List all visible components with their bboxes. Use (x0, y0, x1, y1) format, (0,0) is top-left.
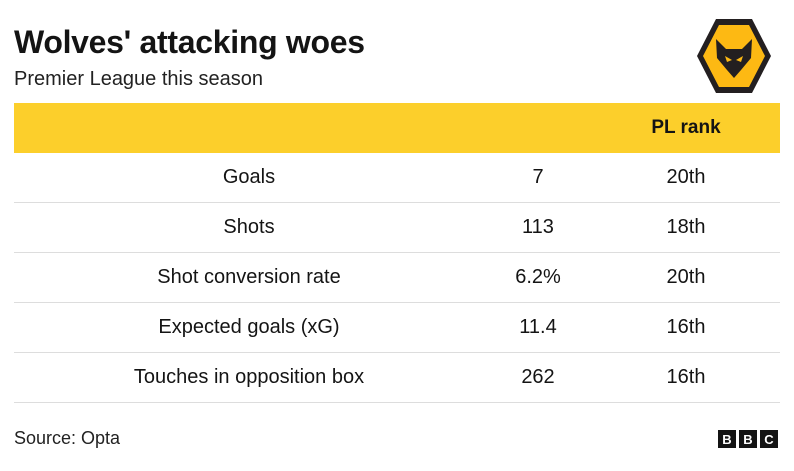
table-row: Shot conversion rate 6.2% 20th (14, 253, 780, 303)
metric-label: Touches in opposition box (133, 366, 365, 388)
metric-rank: 16th (666, 316, 706, 338)
metric-label: Goals (222, 166, 276, 188)
metric-value: 262 (521, 366, 555, 388)
metric-label: Shots (223, 216, 275, 238)
stats-table: PL rank Goals 7 20th Shots 113 18th Shot… (14, 103, 780, 403)
chart-subtitle: Premier League this season (14, 68, 264, 90)
bbc-logo-letter: C (760, 430, 778, 448)
table-row: Goals 7 20th (14, 153, 780, 203)
metric-value: 113 (522, 216, 554, 238)
source-note: Source: Opta (14, 428, 121, 448)
metric-label: Shot conversion rate (157, 266, 341, 288)
header-pl-rank: PL rank (651, 117, 721, 138)
metric-label: Expected goals (xG) (158, 316, 340, 338)
bbc-logo-letter: B (739, 430, 757, 448)
metric-value: 11.4 (519, 316, 557, 338)
metric-rank: 20th (666, 266, 706, 288)
table-row: Touches in opposition box 262 16th (14, 353, 780, 403)
metric-value: 6.2% (515, 266, 561, 288)
wolf-head-crest-icon (697, 19, 771, 93)
table-header-row: PL rank (14, 103, 780, 153)
bbc-logo: B B C (718, 430, 778, 448)
metric-rank: 20th (666, 166, 706, 188)
bbc-logo-letter: B (718, 430, 736, 448)
metric-rank: 16th (666, 366, 706, 388)
metric-value: 7 (532, 166, 544, 188)
table-row: Shots 113 18th (14, 203, 780, 253)
chart-title: Wolves' attacking woes (14, 24, 365, 60)
table-row: Expected goals (xG) 11.4 16th (14, 303, 780, 353)
metric-rank: 18th (666, 216, 706, 238)
